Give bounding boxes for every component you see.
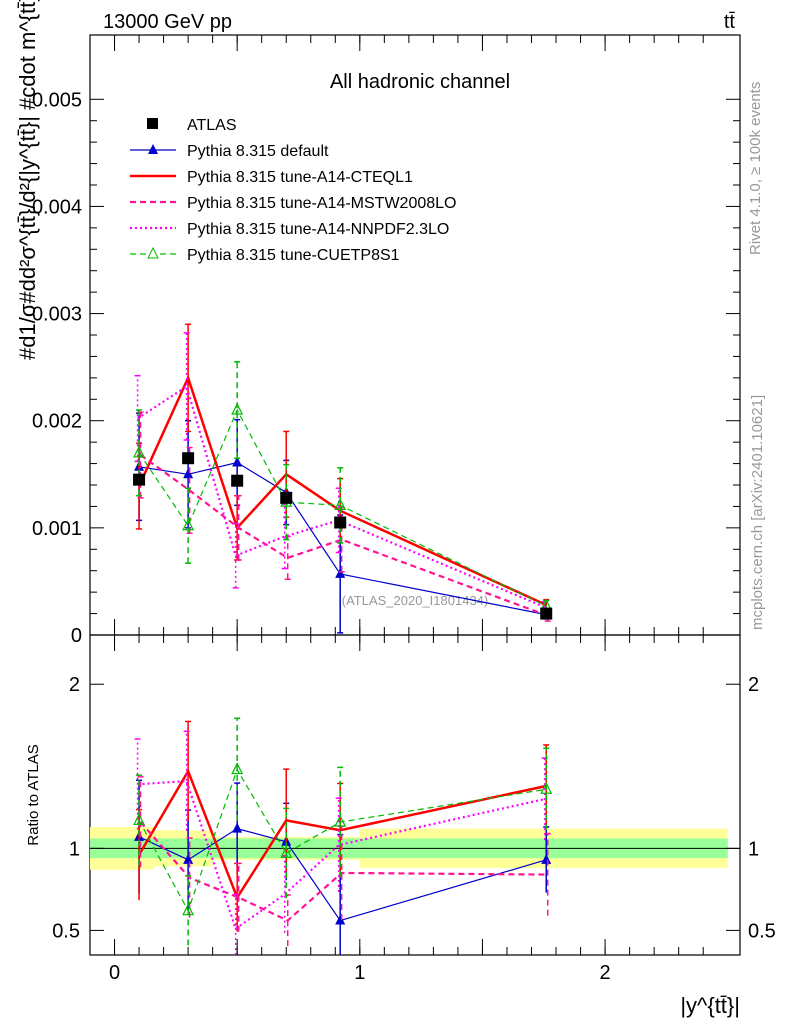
ratio-ytick-label: 0.5	[52, 920, 80, 942]
ratio-ytick-label: 1	[69, 838, 80, 860]
ratio-point-cuetp	[280, 845, 293, 858]
main-ylabel: #d1/σ#dd²σ^{tt̄}/d²{|y^{tt̄}| #cdot m^{t…	[15, 0, 40, 360]
main-point-cuetp	[133, 445, 146, 458]
main-ytick-label: 0	[71, 625, 82, 647]
ratio-point-cuetp	[231, 762, 244, 775]
analysis-watermark: (ATLAS_2020_I1801434)	[342, 593, 488, 608]
process-label: tt̄	[724, 11, 736, 33]
legend-label: Pythia 8.315 tune-A14-NNPDF2.3LO	[187, 221, 449, 238]
ratio-series-line-1	[137, 768, 547, 901]
ratio-series-line-2	[139, 821, 548, 922]
atlas-data-point	[231, 474, 244, 487]
main-ytick-label: 0.005	[32, 89, 82, 111]
ratio-ytick-label-right: 1	[748, 838, 759, 860]
xtick-label: 0	[109, 962, 120, 984]
atlas-data-point	[540, 607, 553, 620]
atlas-data-point	[334, 516, 347, 529]
main-point-default	[232, 456, 243, 467]
main-ytick-label: 0.001	[32, 518, 82, 540]
uncertainty-bands	[90, 827, 740, 870]
xtick-label: 2	[600, 962, 611, 984]
main-series-line-0	[138, 461, 547, 616]
legend-label: Pythia 8.315 tune-A14-CTEQL1	[187, 169, 413, 186]
main-point-cuetp	[182, 518, 195, 531]
ratio-ytick-label-right: 2	[748, 674, 759, 696]
main-point-default	[335, 567, 346, 578]
legend-label: Pythia 8.315 tune-CUETP8S1	[187, 247, 400, 264]
x-axis-label: |y^{tt̄}|	[680, 993, 740, 1018]
chart-title: All hadronic channel	[330, 71, 510, 93]
legend: ATLAS Pythia 8.315 default Pythia 8.315 tu…	[130, 117, 456, 264]
legend-marker	[148, 144, 158, 154]
rivet-label: Rivet 4.1.0, ≥ 100k events	[747, 82, 764, 255]
axes-ticks: 0 0.001 0.002 0.003 0.004 0.005 0 1 2 0.5 0.5 1 1 2 2	[32, 35, 776, 984]
ratio-ytick-label: 2	[69, 674, 80, 696]
ratio-series-line-3	[137, 779, 545, 931]
main-point-default	[183, 468, 194, 479]
ratio-point-cuetp	[540, 781, 553, 794]
atlas-data-point	[133, 473, 146, 486]
ratio-point-default	[335, 914, 346, 925]
ratio-point-default	[183, 853, 194, 864]
main-ytick-label: 0.003	[32, 304, 82, 326]
main-ytick-label: 0.002	[32, 411, 82, 433]
series-layer	[133, 323, 553, 955]
ratio-point-cuetp	[334, 814, 347, 827]
main-point-cuetp	[334, 498, 347, 510]
ratio-ytick-label-right: 0.5	[748, 920, 776, 942]
main-series-line-2	[139, 454, 549, 617]
main-series-line-3	[136, 384, 546, 609]
main-ytick-label: 0.004	[32, 196, 82, 218]
main-point-cuetp	[231, 402, 244, 415]
ratio-point-default	[232, 822, 243, 833]
ratio-point-cuetp	[133, 813, 146, 826]
main-series-line-4	[138, 408, 547, 607]
ratio-point-cuetp	[182, 903, 195, 916]
legend-label-atlas: ATLAS	[187, 117, 237, 134]
atlas-data-point	[280, 491, 293, 504]
legend-marker	[147, 246, 159, 259]
legend-marker-atlas	[147, 118, 158, 129]
ratio-series-line-4	[138, 768, 547, 913]
legend-label: Pythia 8.315 default	[187, 143, 329, 160]
xtick-label: 1	[354, 962, 365, 984]
main-series-line-1	[137, 374, 547, 607]
atlas-data-point	[182, 452, 195, 465]
ratio-series-line-0	[138, 827, 547, 922]
ratio-ylabel: Ratio to ATLAS	[25, 744, 42, 845]
mcplots-label: mcplots.cern.ch [arXiv:2401.10621]	[749, 395, 766, 630]
legend-label: Pythia 8.315 tune-A14-MSTW2008LO	[187, 195, 456, 212]
ratio-plot-frame	[89, 634, 741, 956]
ratio-point-default	[541, 853, 552, 864]
energy-label: 13000 GeV pp	[103, 11, 232, 33]
